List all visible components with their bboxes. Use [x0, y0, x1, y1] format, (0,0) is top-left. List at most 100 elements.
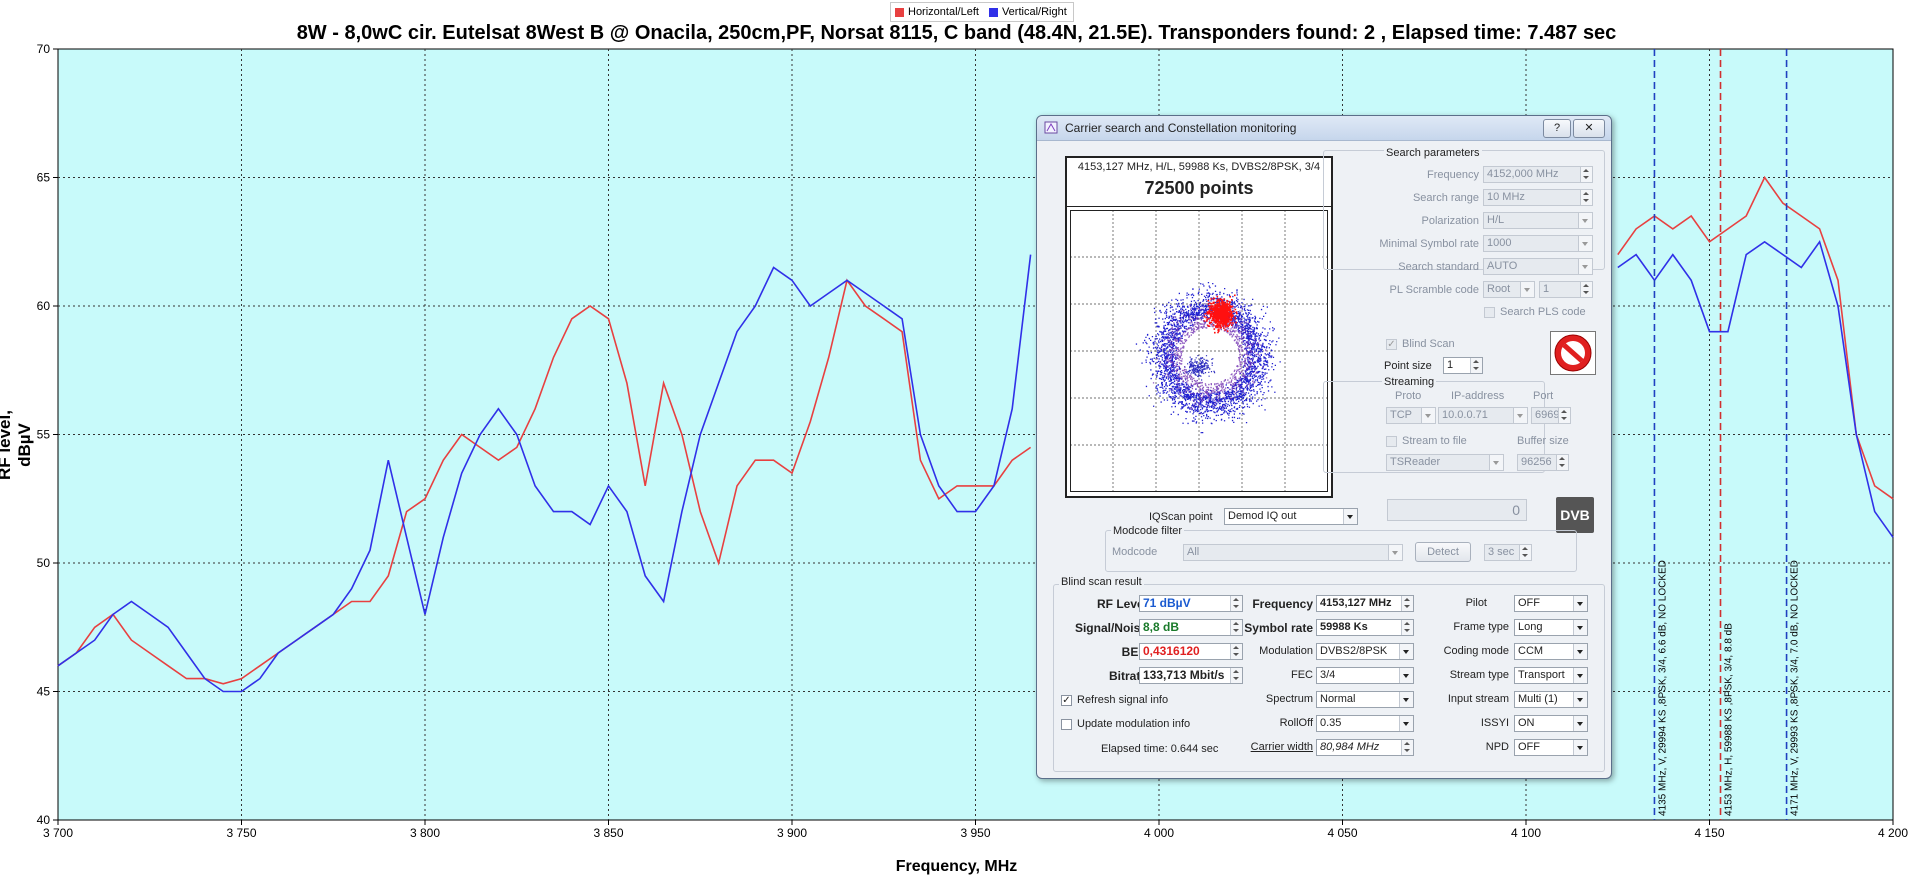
- frame-type-select[interactable]: Long: [1514, 619, 1588, 636]
- app-icon: [1044, 121, 1058, 134]
- min-sr-label: Minimal Symbol rate: [1379, 238, 1479, 250]
- input-stream-label: Input stream: [1447, 693, 1509, 705]
- port-input[interactable]: 6969: [1531, 407, 1571, 424]
- search-pls-checkbox[interactable]: [1484, 307, 1495, 318]
- elapsed-time: Elapsed time: 0.644 sec: [1101, 743, 1219, 755]
- counter-display: 0: [1387, 499, 1527, 521]
- result-frequency-value: 4153,127 MHz: [1316, 595, 1414, 612]
- stream-to-file-label: Stream to file: [1402, 435, 1467, 447]
- issyi-label: ISSYI: [1480, 717, 1509, 729]
- modcode-filter-group: [1105, 530, 1577, 572]
- pls-value-input[interactable]: 1: [1539, 281, 1593, 298]
- transponder-marker-label: 4153 MHz, H, 59988 KS ,8PSK, 3/4, 8.8 dB: [1724, 623, 1735, 816]
- close-button[interactable]: ✕: [1573, 119, 1605, 138]
- constellation-canvas: [1070, 210, 1328, 492]
- modulation-label: Modulation: [1259, 645, 1313, 657]
- proto-select[interactable]: TCP: [1386, 407, 1436, 424]
- const-center-points: [1182, 355, 1216, 381]
- min-sr-select[interactable]: 1000: [1483, 235, 1593, 252]
- x-tick-label: 4 050: [1327, 826, 1357, 840]
- result-frequency-label: Frequency: [1252, 597, 1313, 611]
- series-line-horizontal: [1617, 175, 1894, 500]
- y-axis-label: RF level, dBµV: [0, 410, 34, 480]
- rolloff-label: RollOff: [1279, 717, 1313, 729]
- x-tick-label: 3 900: [777, 826, 807, 840]
- iqscan-select[interactable]: Demod IQ out: [1224, 508, 1358, 525]
- const-hotspot: [1203, 294, 1238, 334]
- carrier-width-label[interactable]: Carrier width: [1250, 741, 1313, 753]
- legend-item-horizontal[interactable]: Horizontal/Left: [891, 3, 985, 21]
- stream-type-select[interactable]: Transport: [1514, 667, 1588, 684]
- const-frame: [1070, 210, 1328, 492]
- bitrate-label: Bitrate: [1108, 669, 1147, 683]
- chart-title: 8W - 8,0wC cir. Eutelsat 8West B @ Onaci…: [296, 22, 1617, 44]
- y-tick-label: 65: [37, 171, 51, 185]
- bitrate-value: 133,713 Mbit/s: [1139, 667, 1243, 684]
- modcode-label: Modcode: [1112, 546, 1158, 558]
- x-tick-label: 3 850: [593, 826, 623, 840]
- legend-label: Horizontal/Left: [908, 6, 979, 18]
- y-tick-label: 60: [37, 299, 51, 313]
- pls-label: PL Scramble code: [1389, 284, 1479, 296]
- point-size-input[interactable]: 1: [1443, 357, 1483, 374]
- refresh-signal-checkbox[interactable]: ✓: [1061, 695, 1072, 706]
- search-pls-label: Search PLS code: [1500, 306, 1586, 318]
- modcode-filter-title: Modcode filter: [1111, 525, 1185, 537]
- fec-select[interactable]: 3/4: [1316, 667, 1414, 684]
- issyi-select[interactable]: ON: [1514, 715, 1588, 732]
- buffer-size-input[interactable]: 96256: [1517, 454, 1569, 471]
- series-line-vertical: [1617, 239, 1894, 538]
- transponder-marker-label: 4171 MHz, V, 29993 KS ,8PSK, 3/4, 7.0 dB…: [1790, 560, 1801, 816]
- spectrum-label: Spectrum: [1265, 693, 1313, 705]
- pilot-select[interactable]: OFF: [1514, 595, 1588, 612]
- stop-icon[interactable]: [1550, 331, 1596, 375]
- pilot-label: Pilot: [1465, 597, 1487, 609]
- polarization-select[interactable]: H/L: [1483, 212, 1593, 229]
- npd-select[interactable]: OFF: [1514, 739, 1588, 756]
- pls-mode-select[interactable]: Root: [1483, 281, 1535, 298]
- const-points-purple: [1152, 296, 1268, 415]
- spectrum-select[interactable]: Normal: [1316, 691, 1414, 708]
- port-label: Port: [1533, 390, 1554, 402]
- buffer-size-label: Buffer size: [1517, 435, 1569, 447]
- modcode-select[interactable]: All: [1183, 544, 1403, 561]
- detect-button[interactable]: Detect: [1415, 542, 1471, 562]
- carrier-search-dialog: Carrier search and Constellation monitor…: [1036, 115, 1612, 779]
- y-tick-label: 50: [37, 556, 51, 570]
- signal-noise-value: 8,8 dB: [1139, 619, 1243, 636]
- modulation-select[interactable]: DVBS2/8PSK: [1316, 643, 1414, 660]
- npd-label: NPD: [1485, 741, 1509, 753]
- polarization-label: Polarization: [1421, 215, 1479, 227]
- refresh-signal-label: Refresh signal info: [1077, 694, 1169, 706]
- search-standard-select[interactable]: AUTO: [1483, 258, 1593, 275]
- update-modulation-checkbox[interactable]: [1061, 719, 1072, 730]
- search-frequency-input[interactable]: 4152,000 MHz: [1483, 166, 1593, 183]
- ip-select[interactable]: 10.0.0.71: [1438, 407, 1528, 424]
- search-standard-label: Search standard: [1398, 261, 1479, 273]
- legend-swatch-red: [895, 7, 904, 17]
- input-stream-select[interactable]: Multi (1): [1514, 691, 1588, 708]
- ip-label: IP-address: [1451, 390, 1505, 402]
- rf-level-value: 71 dBµV: [1139, 595, 1243, 612]
- rolloff-select[interactable]: 0.35: [1316, 715, 1414, 732]
- rf-level-label: RF Level: [1096, 597, 1147, 611]
- help-button[interactable]: ?: [1543, 119, 1571, 138]
- search-range-input[interactable]: 10 MHz: [1483, 189, 1593, 206]
- result-title: Blind scan result: [1059, 576, 1144, 588]
- x-axis-label: Frequency, MHz: [895, 858, 1018, 875]
- stream-reader-select[interactable]: TSReader: [1386, 454, 1504, 471]
- dialog-titlebar[interactable]: Carrier search and Constellation monitor…: [1037, 116, 1611, 141]
- legend-item-vertical[interactable]: Vertical/Right: [985, 3, 1073, 21]
- blind-scan-result-group: [1053, 584, 1605, 772]
- proto-label: Proto: [1395, 390, 1422, 402]
- coding-mode-select[interactable]: CCM: [1514, 643, 1588, 660]
- blind-scan-checkbox[interactable]: ✓: [1386, 339, 1397, 350]
- stream-to-file-checkbox[interactable]: [1386, 436, 1397, 447]
- y-tick-label: 45: [37, 685, 51, 699]
- ber-label: BER: [1121, 645, 1147, 659]
- dialog-title: Carrier search and Constellation monitor…: [1065, 121, 1297, 135]
- symbol-rate-value: 59988 Ks: [1316, 619, 1414, 636]
- x-tick-label: 4 150: [1694, 826, 1724, 840]
- detect-seconds-input[interactable]: 3 sec: [1484, 544, 1532, 561]
